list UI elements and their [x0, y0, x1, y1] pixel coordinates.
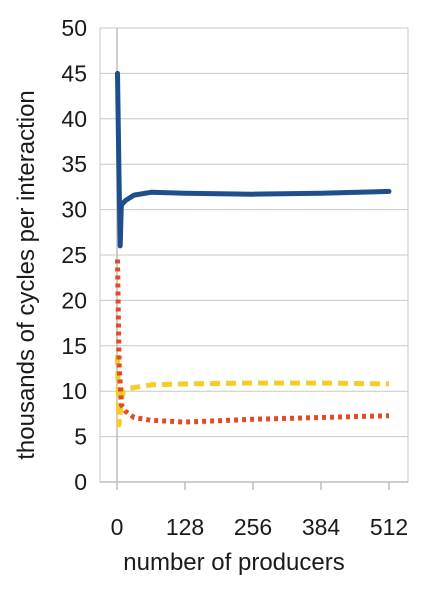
x-tick-label-512: 512 [370, 514, 408, 540]
y-tick-label-25: 25 [61, 242, 87, 268]
x-tick-label-128: 128 [166, 514, 204, 540]
y-tick-label-15: 15 [61, 333, 87, 359]
tick-labels: 0 5 10 15 20 25 30 35 40 45 50 0 128 256 384 512 [61, 15, 408, 540]
y-tick-label-30: 30 [61, 197, 87, 223]
series-line-solid [115, 70, 392, 249]
y-tick-label-0: 0 [74, 469, 87, 495]
x-tick-label-384: 384 [302, 514, 341, 540]
y-tick-label-10: 10 [61, 378, 87, 404]
grid [99, 27, 409, 483]
y-tick-label-45: 45 [61, 60, 87, 86]
x-axis-title: number of producers [123, 549, 344, 576]
y-axis-title: thousands of cycles per interaction [13, 90, 40, 460]
y-tick-label-5: 5 [74, 424, 87, 450]
series-lines [115, 70, 392, 428]
x-tick-label-256: 256 [234, 514, 272, 540]
x-tick-label-0: 0 [111, 514, 124, 540]
y-tick-label-40: 40 [61, 106, 87, 132]
y-tick-label-50: 50 [61, 15, 87, 41]
series-line-dotted [115, 259, 390, 425]
y-tick-label-35: 35 [61, 151, 87, 177]
series-line-dashed [115, 354, 390, 428]
y-tick-label-20: 20 [61, 287, 87, 313]
